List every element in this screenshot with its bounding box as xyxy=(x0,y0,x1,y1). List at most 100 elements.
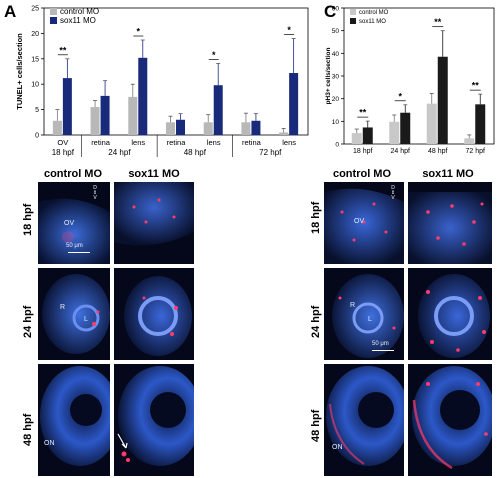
label-l: L xyxy=(84,316,88,323)
column-header-sox11: sox11 MO xyxy=(128,168,180,180)
bar xyxy=(128,96,138,135)
x-category-label: lens xyxy=(282,138,296,147)
micrograph-d-control-24hpf: R L 50 μm xyxy=(324,268,404,360)
legend-swatch xyxy=(350,18,356,24)
y-tick-label: 10 xyxy=(31,82,39,89)
micrograph-b-sox11-48hpf xyxy=(114,364,194,476)
significance-mark: * xyxy=(137,27,141,37)
bar xyxy=(279,132,289,135)
y-tick-label: 40 xyxy=(332,51,340,58)
bar xyxy=(138,57,148,136)
bar xyxy=(464,138,475,144)
micrograph-d-sox11-18hpf xyxy=(408,182,492,264)
scale-bar-label: 50 μm xyxy=(372,341,389,347)
micrograph-d-control-18hpf: OV D ⇕ V xyxy=(324,182,404,264)
legend-swatch xyxy=(50,8,57,15)
bar xyxy=(241,122,251,135)
micrograph-d-control-48hpf: ON xyxy=(324,364,404,476)
bar xyxy=(437,56,448,144)
y-axis-label: pH3+ cells/section xyxy=(325,48,332,105)
axis-indicator: D ⇕ V xyxy=(390,185,396,201)
micrograph-panel-b: control MO sox11 MO 18 hpf 24 hpf 48 hpf… xyxy=(0,160,252,478)
y-tick-label: 30 xyxy=(332,74,340,81)
panel-letter-c: C xyxy=(324,2,337,21)
x-category-label: retina xyxy=(91,138,111,147)
significance-mark: ** xyxy=(359,108,367,118)
bar xyxy=(351,133,362,144)
y-tick-label: 50 xyxy=(332,28,340,35)
chart-c: 0 10 20 30 40 50 60 pH3+ cells/section ** 18 hpf *… xyxy=(325,6,495,155)
bar xyxy=(426,103,437,144)
y-tick-label: 0 xyxy=(335,142,339,149)
stage-label: 48 hpf xyxy=(184,148,207,157)
panel-letter-a: A xyxy=(4,2,17,21)
significance-mark: ** xyxy=(59,45,67,55)
bar xyxy=(62,78,72,135)
legend-swatch xyxy=(50,17,57,24)
micrograph-panel-d: control MO sox11 MO 18 hpf 24 hpf 48 hpf… xyxy=(258,160,500,478)
significance-mark: ** xyxy=(434,17,442,27)
bar xyxy=(251,120,261,135)
column-header-sox11: sox11 MO xyxy=(422,168,474,180)
legend-entry: sox11 MO xyxy=(60,16,96,25)
bar xyxy=(90,107,100,135)
row-header-48hpf: 48 hpf xyxy=(310,409,322,442)
micrograph-d-sox11-48hpf xyxy=(408,364,492,476)
plot-frame xyxy=(43,7,309,136)
bar xyxy=(475,104,486,144)
y-tick-label: 10 xyxy=(332,119,340,126)
y-tick-label: 20 xyxy=(31,31,39,38)
bar xyxy=(166,122,175,135)
y-tick-label: 60 xyxy=(332,6,340,13)
y-tick-label: 5 xyxy=(35,107,39,114)
bar xyxy=(389,121,400,144)
stage-label: 72 hpf xyxy=(259,148,282,157)
bar xyxy=(203,122,213,135)
label-r: R xyxy=(350,302,356,309)
micrograph-b-sox11-24hpf xyxy=(114,268,194,360)
row-header-18hpf: 18 hpf xyxy=(310,201,322,234)
x-category-label: retina xyxy=(242,138,262,147)
x-category-label: retina xyxy=(167,138,187,147)
stage-label: 24 hpf xyxy=(108,148,131,157)
significance-mark: * xyxy=(398,91,402,101)
legend-swatch xyxy=(350,9,356,15)
column-header-control: control MO xyxy=(332,168,392,180)
legend-entry: sox11 MO xyxy=(359,19,386,25)
y-axis-label: TUNEL+ cells/section xyxy=(15,33,24,110)
row-header-24hpf: 24 hpf xyxy=(310,305,322,338)
x-category-label: 72 hpf xyxy=(466,148,486,155)
micrograph-d-sox11-24hpf xyxy=(408,268,492,360)
label-ov: OV xyxy=(354,218,365,225)
scale-bar-label: 50 μm xyxy=(66,243,83,249)
micrograph-b-control-48hpf: ON xyxy=(38,364,110,476)
column-header-control: control MO xyxy=(43,168,103,180)
micrograph-b-control-24hpf: R L xyxy=(38,268,110,360)
bar xyxy=(362,127,373,144)
y-tick-label: 15 xyxy=(31,56,39,63)
row-header-18hpf: 18 hpf xyxy=(22,203,34,236)
label-on: ON xyxy=(332,444,343,451)
significance-mark: * xyxy=(287,25,291,35)
y-tick-label: 25 xyxy=(31,6,39,13)
x-category-label: lens xyxy=(207,138,221,147)
label-r: R xyxy=(60,304,66,311)
bar xyxy=(176,119,185,135)
bar xyxy=(289,73,299,135)
x-category-label: 18 hpf xyxy=(353,148,373,155)
bar xyxy=(213,85,223,135)
scale-bar xyxy=(372,350,394,351)
y-tick-label: 0 xyxy=(35,133,39,140)
x-category-label: OV xyxy=(57,138,68,147)
plot-frame xyxy=(343,7,495,145)
legend-entry: control MO xyxy=(60,7,99,16)
label-l: L xyxy=(368,316,372,323)
micrograph-b-sox11-18hpf xyxy=(114,182,194,264)
micrograph-b-control-18hpf: OV D ⇕ V 50 μm xyxy=(38,182,110,264)
stage-label: 18 hpf xyxy=(52,148,75,157)
x-category-label: lens xyxy=(131,138,145,147)
bar xyxy=(100,95,110,135)
bar xyxy=(400,112,411,144)
row-header-24hpf: 24 hpf xyxy=(22,305,34,338)
